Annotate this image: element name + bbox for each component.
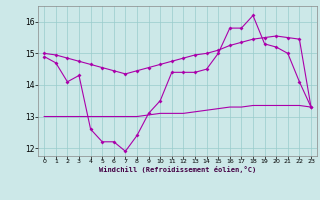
X-axis label: Windchill (Refroidissement éolien,°C): Windchill (Refroidissement éolien,°C) (99, 166, 256, 173)
